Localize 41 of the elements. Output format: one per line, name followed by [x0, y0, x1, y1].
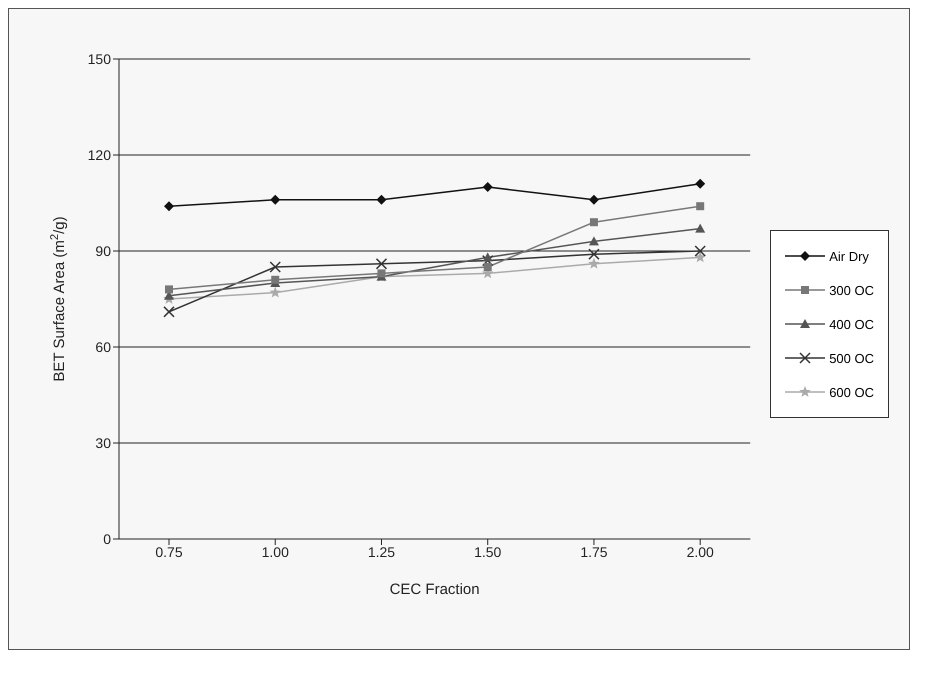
y-tick-label: 0 [103, 530, 112, 547]
point [164, 201, 174, 212]
point [377, 269, 386, 278]
point [588, 248, 600, 260]
point [376, 258, 388, 270]
y-tick-label: 150 [88, 50, 112, 67]
point [270, 194, 280, 205]
point [376, 194, 386, 205]
point [695, 178, 706, 189]
point [484, 263, 492, 271]
point [588, 236, 599, 246]
legend-label: 600 OC [829, 384, 874, 400]
point [588, 258, 600, 269]
y-tick-label: 30 [95, 434, 112, 451]
point [588, 194, 599, 205]
x-tick-label: 1.25 [368, 544, 396, 560]
x-tick-label: 0.75 [155, 544, 183, 560]
point [163, 306, 175, 318]
legend-label: 400 OC [829, 316, 874, 332]
point [590, 218, 598, 226]
point [694, 251, 706, 262]
x-tick-label: 1.75 [580, 544, 608, 560]
legend-label: Air Dry [829, 248, 869, 264]
legend-label: 500 OC [829, 350, 874, 366]
point [696, 202, 704, 210]
point [695, 224, 706, 233]
point [165, 285, 173, 294]
point [270, 286, 281, 298]
x-tick-label: 2.00 [686, 544, 714, 560]
point [269, 261, 281, 273]
x-tick-label: 1.00 [262, 544, 290, 560]
point [694, 245, 706, 257]
x-tick-label: 1.50 [474, 544, 502, 560]
y-tick-label: 120 [88, 146, 112, 163]
point [482, 252, 493, 262]
x-axis-title: CEC Fraction [390, 581, 480, 598]
legend-label: 300 OC [829, 282, 874, 298]
point [482, 182, 493, 192]
point [271, 276, 280, 284]
y-tick-label: 60 [95, 338, 112, 355]
y-tick-label: 90 [95, 242, 112, 259]
